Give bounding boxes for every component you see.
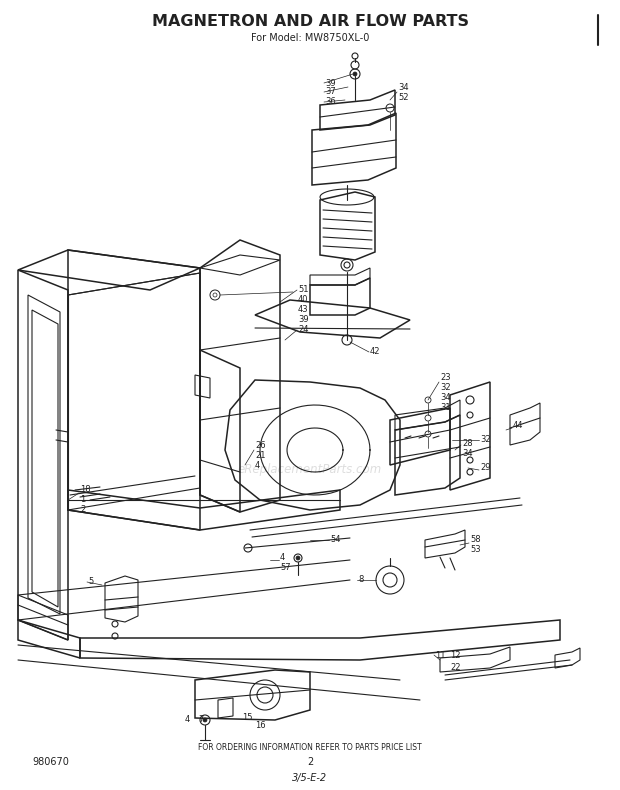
Text: 51: 51	[298, 285, 309, 295]
Text: 52: 52	[398, 92, 409, 101]
Circle shape	[203, 718, 207, 722]
Text: 36: 36	[325, 97, 336, 107]
Text: 5: 5	[88, 577, 93, 586]
Text: 4: 4	[255, 461, 260, 469]
Circle shape	[353, 72, 357, 76]
Text: 2: 2	[307, 757, 313, 767]
Text: MAGNETRON AND AIR FLOW PARTS: MAGNETRON AND AIR FLOW PARTS	[151, 14, 469, 29]
Text: 58: 58	[470, 536, 480, 544]
Text: 1: 1	[80, 495, 86, 505]
Text: 24: 24	[298, 325, 309, 334]
Text: 3/5-E-2: 3/5-E-2	[293, 773, 327, 783]
Text: 22: 22	[450, 664, 461, 672]
Text: 39: 39	[325, 78, 335, 88]
Text: 18: 18	[80, 486, 91, 495]
Text: 7: 7	[198, 716, 203, 724]
Text: 11: 11	[435, 650, 446, 660]
Text: 4: 4	[185, 716, 190, 724]
Text: 43: 43	[298, 306, 309, 314]
Text: 32: 32	[440, 383, 451, 393]
Text: 23: 23	[440, 374, 451, 382]
Circle shape	[296, 556, 300, 560]
Text: 37: 37	[325, 88, 336, 96]
Text: 53: 53	[470, 546, 480, 555]
Text: 12: 12	[450, 650, 461, 660]
Text: 15: 15	[242, 713, 252, 723]
Text: 57: 57	[280, 563, 291, 573]
Text: 29: 29	[480, 464, 490, 472]
Text: 28: 28	[462, 438, 472, 447]
Text: eReplacementParts.com: eReplacementParts.com	[238, 464, 382, 476]
Text: 34: 34	[440, 393, 451, 402]
Text: 40: 40	[298, 295, 309, 304]
Text: 31: 31	[440, 404, 451, 412]
Text: 39: 39	[298, 315, 309, 325]
Text: 34: 34	[462, 449, 472, 457]
Text: 42: 42	[370, 348, 381, 356]
Text: FOR ORDERING INFORMATION REFER TO PARTS PRICE LIST: FOR ORDERING INFORMATION REFER TO PARTS …	[198, 743, 422, 753]
Text: 980670: 980670	[32, 757, 69, 767]
Text: 44: 44	[513, 420, 523, 430]
Text: 26: 26	[255, 441, 265, 450]
Text: 8: 8	[358, 575, 363, 585]
Text: 32: 32	[480, 435, 490, 445]
Text: 54: 54	[330, 536, 340, 544]
Text: 34: 34	[398, 82, 409, 92]
Text: 16: 16	[255, 721, 265, 731]
Text: 2: 2	[80, 506, 86, 514]
Text: 21: 21	[255, 450, 265, 460]
Text: For Model: MW8750XL-0: For Model: MW8750XL-0	[251, 33, 369, 43]
Text: 4: 4	[280, 554, 285, 562]
